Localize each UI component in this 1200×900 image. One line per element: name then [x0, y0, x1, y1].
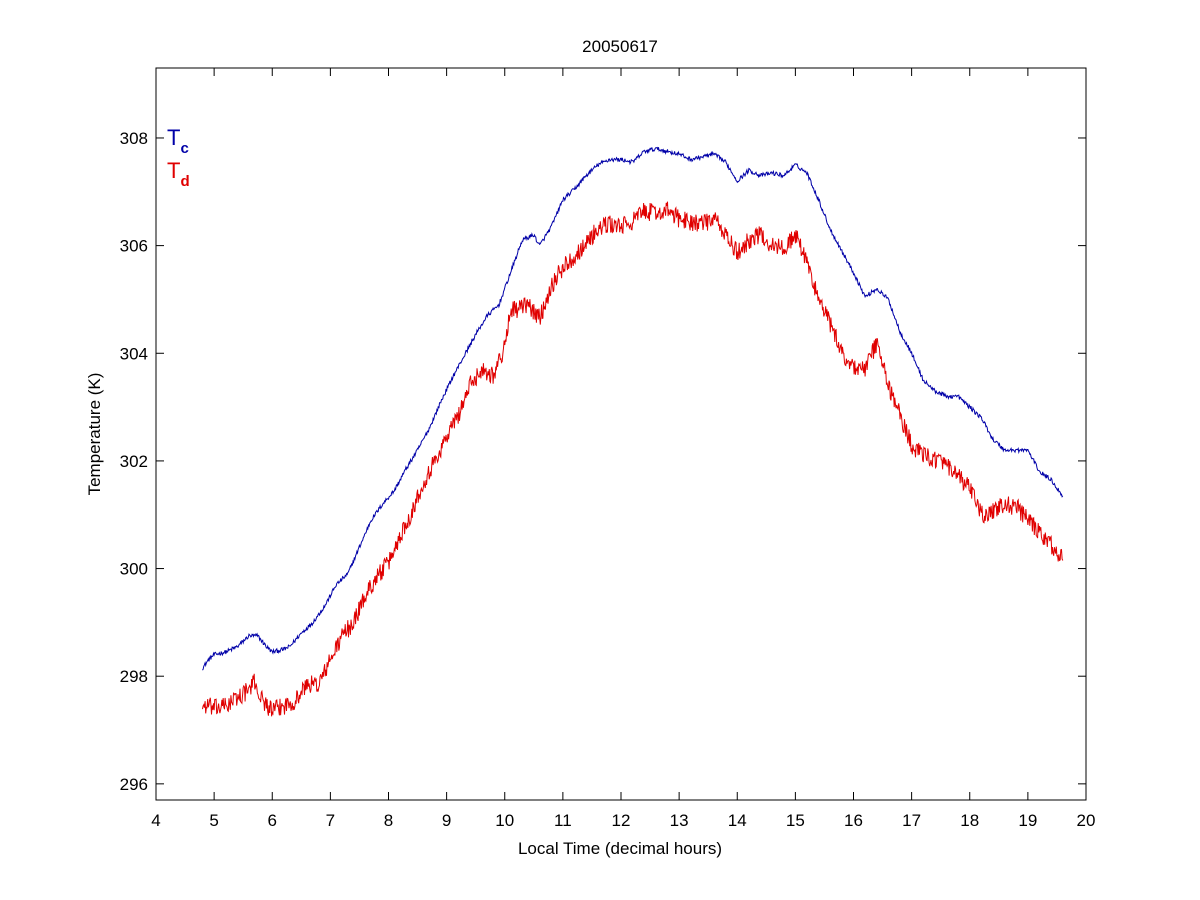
x-tick-label: 20	[1077, 811, 1096, 830]
y-tick-label: 306	[120, 237, 148, 256]
y-tick-label: 296	[120, 775, 148, 794]
series-layer	[202, 146, 1064, 717]
y-tick-label: 308	[120, 129, 148, 148]
x-axis-label: Local Time (decimal hours)	[518, 839, 722, 858]
y-tick-label: 302	[120, 452, 148, 471]
y-tick-label: 298	[120, 667, 148, 686]
x-tick-label: 16	[844, 811, 863, 830]
legend-subscript: d	[180, 173, 189, 190]
legend-subscript: c	[180, 140, 188, 157]
x-tick-label: 6	[268, 811, 277, 830]
x-tick-label: 15	[786, 811, 805, 830]
x-tick-label: 7	[326, 811, 335, 830]
legend-main-text: T	[167, 125, 180, 150]
x-tick-label: 19	[1018, 811, 1037, 830]
x-tick-label: 4	[151, 811, 160, 830]
y-tick-label: 300	[120, 560, 148, 579]
x-tick-label: 17	[902, 811, 921, 830]
x-axis-ticks: 4 5 6 7 8 9 10 11 12 13 14 15 16 17 18 19 20	[151, 68, 1095, 830]
legend-main-text: T	[167, 158, 180, 183]
legend-entry-tc: Tc	[167, 125, 189, 157]
x-tick-label: 11	[554, 811, 572, 830]
series-line-td	[202, 201, 1064, 717]
x-tick-label: 13	[670, 811, 689, 830]
x-tick-label: 10	[495, 811, 514, 830]
x-tick-label: 12	[612, 811, 631, 830]
y-axis-label: Temperature (K)	[85, 373, 104, 496]
legend-entry-td: Td	[167, 158, 190, 190]
x-tick-label: 5	[209, 811, 218, 830]
plot-frame	[155, 67, 1087, 801]
x-tick-label: 8	[384, 811, 393, 830]
x-tick-label: 14	[728, 811, 747, 830]
chart-title: 20050617	[582, 37, 658, 56]
series-line-tc	[202, 146, 1064, 671]
x-tick-label: 18	[960, 811, 979, 830]
x-tick-label: 9	[442, 811, 451, 830]
y-axis-ticks: 296 298 300 302 304 306 308	[120, 129, 1086, 794]
y-tick-label: 304	[120, 344, 148, 363]
